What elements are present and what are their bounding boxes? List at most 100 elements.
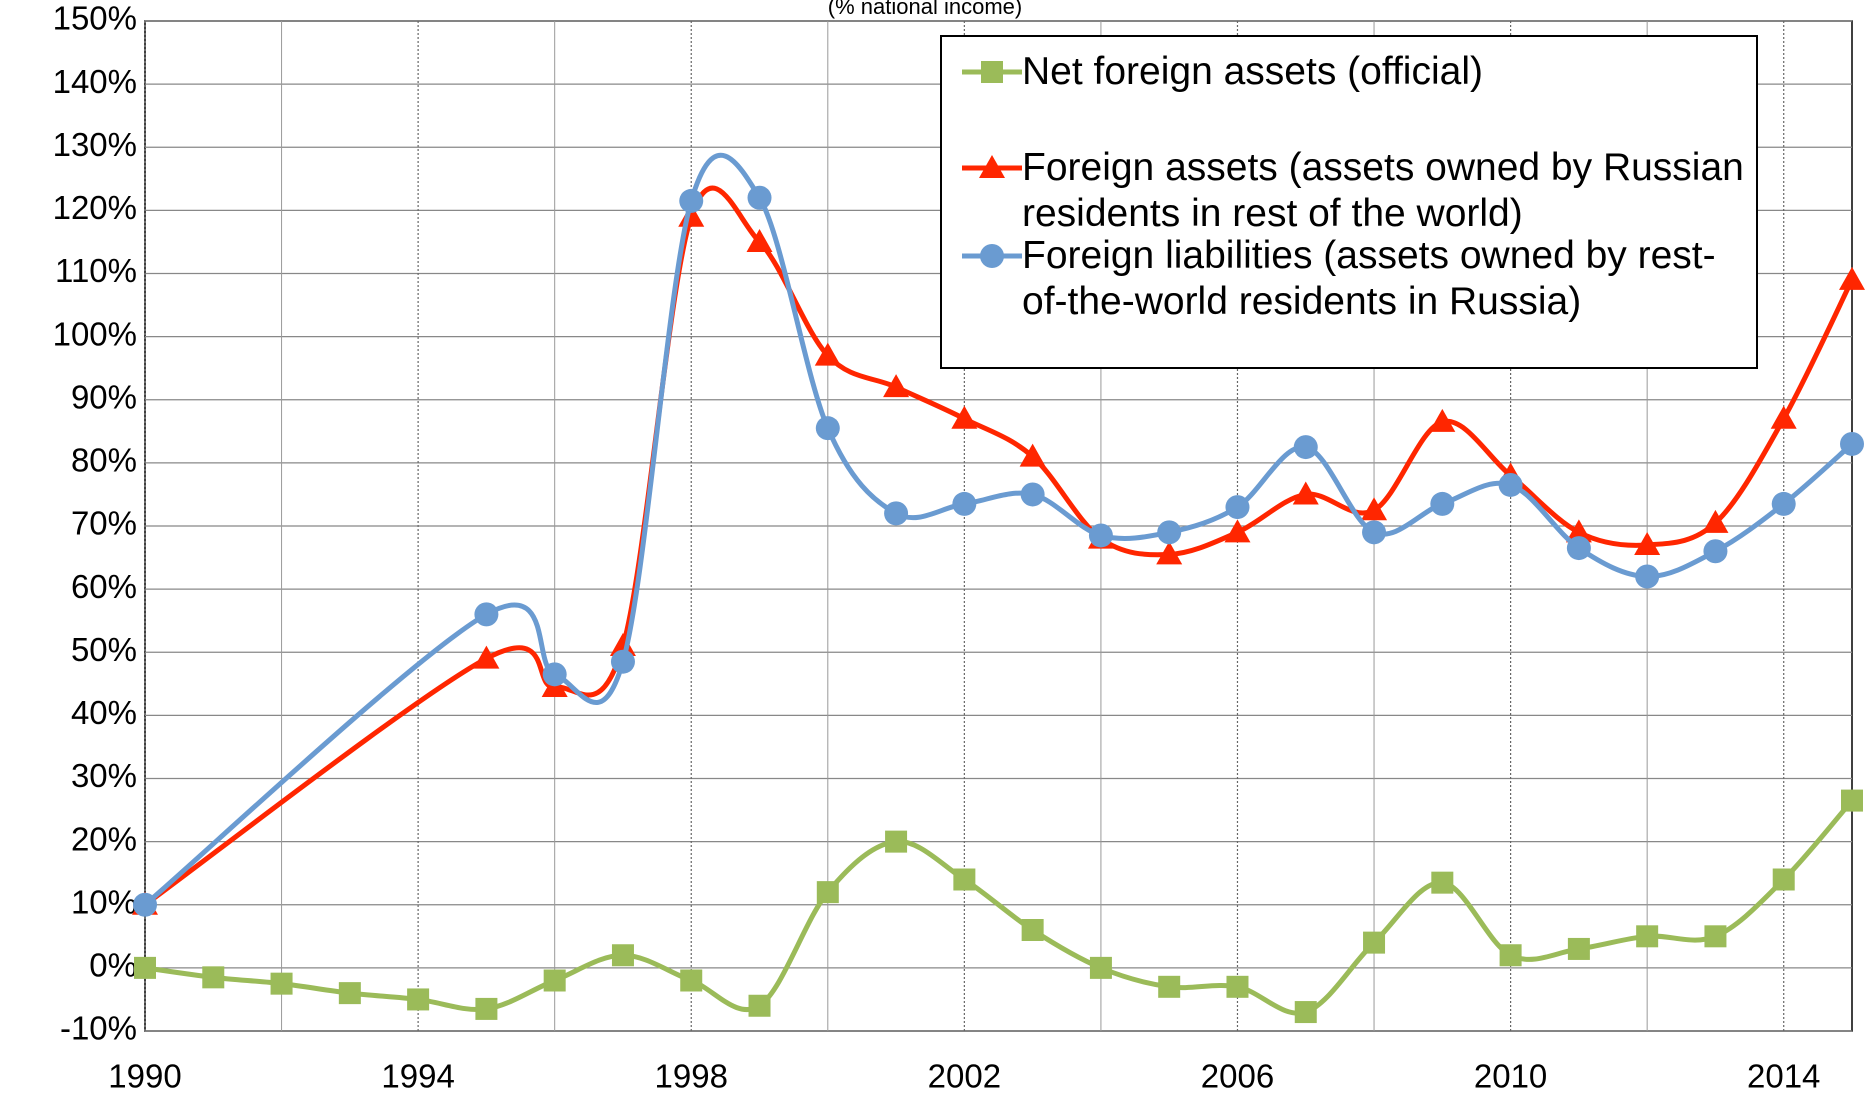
legend: Net foreign assets (official) Foreign ass… [940,35,1758,369]
y-tick-label: 130% [53,126,137,163]
marker [611,944,634,967]
y-tick-label: 10% [71,883,137,920]
marker [473,645,500,669]
marker [1020,482,1045,507]
legend-swatch [962,61,1022,83]
marker [1089,956,1112,979]
series-line [143,185,1855,907]
marker [1363,931,1386,954]
marker [1224,519,1251,543]
marker [1225,495,1250,520]
marker [951,405,978,429]
marker [542,662,567,687]
x-tick-label: 2010 [1474,1058,1547,1095]
marker [1839,266,1865,290]
marker [1703,539,1728,564]
marker [1634,531,1661,555]
marker [953,868,976,891]
x-tick-label: 2014 [1747,1058,1820,1095]
marker [1567,937,1590,960]
marker [338,982,361,1005]
marker [1021,919,1044,941]
marker [883,374,910,398]
marker [748,994,771,1017]
x-tick-label: 2002 [928,1058,1001,1095]
marker [952,491,977,516]
marker [981,61,1003,83]
marker [1565,519,1592,543]
marker [1293,435,1318,460]
marker [1771,491,1796,516]
marker [884,501,909,526]
y-tick-label: 110% [55,252,137,289]
legend-entry: Net foreign assets (official) [942,49,1756,95]
legend-entry: Foreign assets (assets owned by Russian … [942,145,1756,237]
y-tick-label: 90% [71,378,137,415]
marker [679,188,704,213]
y-tick-label: 100% [53,315,137,352]
y-tick-label: 60% [71,568,137,605]
y-tick-label: 0% [89,947,137,984]
y-tick-label: 20% [71,820,137,857]
marker [1088,523,1113,548]
marker [1840,431,1864,456]
y-tick-label: 50% [71,631,137,668]
marker [747,185,772,210]
x-tick-label: 2006 [1201,1058,1274,1095]
marker [475,997,498,1020]
marker [407,988,430,1011]
marker [746,228,773,252]
marker [1704,925,1727,948]
marker [1431,871,1454,894]
marker [1157,520,1182,545]
y-tick-label: 150% [53,0,137,37]
marker [610,649,635,674]
marker [1226,975,1249,998]
marker [1362,520,1387,545]
x-tick-label: 1990 [108,1058,181,1095]
legend-label: Foreign liabilities (assets owned by res… [1022,234,1716,323]
marker [1499,944,1522,967]
marker [1361,497,1388,521]
legend-label: Foreign assets (assets owned by Russian … [1022,146,1744,235]
x-tick-label: 1998 [655,1058,728,1095]
marker [1158,975,1181,998]
marker [1636,925,1659,948]
marker [202,966,225,989]
marker [609,632,636,656]
marker [980,244,1004,268]
marker [1635,564,1660,589]
y-tick-label: 120% [53,189,137,226]
chart-subtitle: (% national income) [828,0,1022,19]
marker [1702,509,1729,533]
marker [1566,536,1591,561]
legend-swatch [962,155,1022,178]
marker [1770,405,1797,429]
marker [1294,1001,1317,1024]
y-tick-label: 80% [71,442,137,479]
marker [1498,472,1523,497]
legend-label: Net foreign assets (official) [1022,50,1483,93]
marker [680,969,703,992]
marker [1841,789,1863,812]
legend-entry: Foreign liabilities (assets owned by res… [942,233,1756,325]
marker [815,416,840,441]
marker [1772,868,1795,891]
marker [1019,443,1046,467]
y-tick-label: 30% [71,757,137,794]
y-tick-label: -10% [60,1010,137,1047]
marker [543,969,566,992]
marker [814,342,841,366]
marker [1156,541,1183,565]
marker [816,881,839,904]
y-tick-label: 70% [71,505,137,542]
marker [1429,408,1456,432]
marker [885,830,908,853]
legend-swatch [962,244,1022,268]
marker [1430,491,1455,516]
marker [270,972,293,995]
y-tick-label: 40% [71,694,137,731]
marker [134,956,156,979]
marker [1292,481,1319,505]
